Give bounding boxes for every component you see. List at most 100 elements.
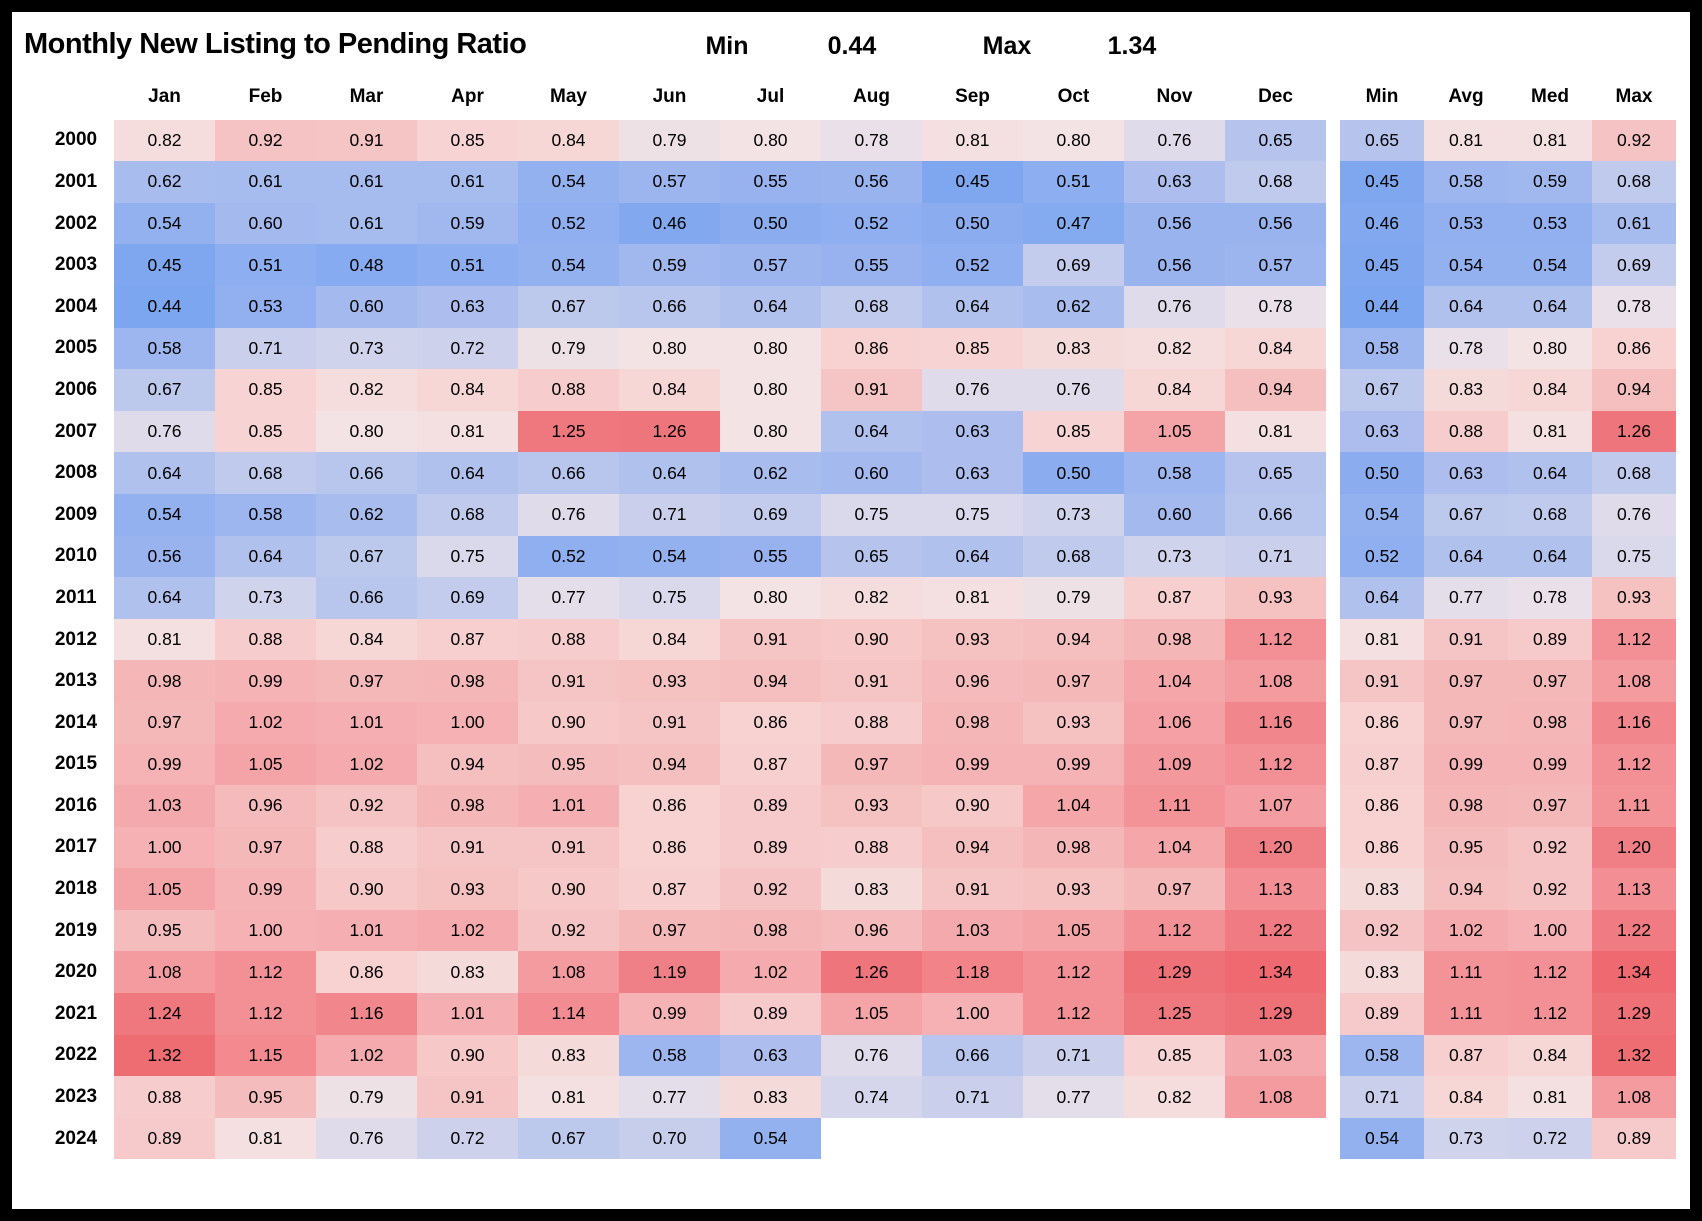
heatmap-cell: 1.02 — [720, 951, 821, 994]
heatmap-cell: 0.69 — [1023, 244, 1124, 286]
column-gap — [1326, 535, 1340, 578]
heatmap-cell: 1.08 — [114, 951, 215, 994]
heatmap-cell: 0.92 — [215, 119, 316, 162]
heatmap-cell: 1.12 — [1023, 993, 1124, 1035]
year-label: 2015 — [54, 753, 98, 775]
month-header-nov: Nov — [1156, 86, 1193, 107]
heatmap-cell: 0.72 — [417, 1117, 518, 1160]
heatmap-cell: 0.60 — [821, 452, 922, 494]
summary-cell: 0.98 — [1424, 785, 1508, 827]
heatmap-cell: 0.50 — [922, 202, 1023, 245]
summary-cell: 0.91 — [1340, 660, 1424, 702]
heatmap-cell: 0.65 — [821, 535, 922, 578]
heatmap-cell: 0.97 — [215, 826, 316, 869]
heatmap-cell: 0.75 — [821, 493, 922, 536]
heatmap-cell: 0.94 — [922, 826, 1023, 869]
summary-cell: 1.26 — [1592, 410, 1676, 453]
heatmap-cell — [821, 1117, 922, 1160]
heatmap-cell: 0.65 — [1225, 119, 1326, 162]
heatmap-cell — [1124, 1117, 1225, 1160]
year-label: 2012 — [54, 628, 98, 650]
heatmap-cell: 0.71 — [922, 1076, 1023, 1118]
heatmap-cell — [1225, 1117, 1326, 1160]
heatmap-cell: 0.93 — [1023, 868, 1124, 910]
heatmap-cell: 0.99 — [215, 660, 316, 702]
summary-cell: 0.53 — [1424, 202, 1508, 245]
heatmap-cell: 0.85 — [922, 327, 1023, 370]
heatmap-cell: 1.02 — [215, 701, 316, 744]
summary-header-med: Med — [1531, 86, 1569, 107]
heatmap-cell: 0.56 — [1124, 244, 1225, 286]
heatmap-cell: 0.64 — [417, 452, 518, 494]
column-gap — [1326, 244, 1340, 286]
summary-cell: 0.69 — [1592, 244, 1676, 286]
summary-cell: 0.58 — [1424, 161, 1508, 203]
heatmap-cell: 1.06 — [1124, 701, 1225, 744]
column-gap — [1326, 369, 1340, 411]
heatmap-cell: 0.85 — [1023, 410, 1124, 453]
heatmap-cell: 1.11 — [1124, 785, 1225, 827]
heatmap-cell: 0.94 — [720, 660, 821, 702]
heatmap-cell: 0.79 — [518, 327, 619, 370]
heatmap-cell: 0.75 — [922, 493, 1023, 536]
heatmap-grid: Jan Feb Mar Apr May Jun Jul Aug Sep Oct Nov Dec Min A… — [38, 78, 1690, 1160]
heatmap-cell: 0.91 — [821, 369, 922, 411]
heatmap-cell: 0.95 — [215, 1076, 316, 1118]
summary-cell: 0.67 — [1424, 493, 1508, 536]
heatmap-cell: 0.90 — [821, 618, 922, 661]
heatmap-cell: 0.85 — [1124, 1034, 1225, 1077]
summary-cell: 0.94 — [1592, 369, 1676, 411]
heatmap-cell: 0.59 — [417, 202, 518, 245]
heatmap-cell: 1.25 — [1124, 993, 1225, 1035]
heatmap-cell: 1.09 — [1124, 743, 1225, 786]
summary-cell: 0.87 — [1424, 1034, 1508, 1077]
heatmap-cell: 0.45 — [114, 244, 215, 286]
heatmap-cell: 0.66 — [316, 452, 417, 494]
summary-header-min: Min — [1365, 86, 1399, 107]
heatmap-cell: 0.68 — [1225, 161, 1326, 203]
heatmap-cell: 0.93 — [417, 868, 518, 910]
overall-min-value: 0.44 — [827, 32, 877, 60]
summary-cell: 0.94 — [1424, 868, 1508, 910]
heatmap-cell: 0.90 — [316, 868, 417, 910]
summary-cell: 0.68 — [1508, 493, 1592, 536]
heatmap-cell: 0.76 — [1023, 369, 1124, 411]
heatmap-cell: 0.82 — [1124, 327, 1225, 370]
heatmap-cell: 0.76 — [518, 493, 619, 536]
heatmap-cell: 0.94 — [619, 743, 720, 786]
heatmap-cell: 0.98 — [1124, 618, 1225, 661]
year-label: 2024 — [54, 1127, 98, 1149]
year-label: 2013 — [54, 670, 98, 692]
month-header-aug: Aug — [853, 86, 890, 107]
heatmap-cell: 0.50 — [720, 202, 821, 245]
heatmap-cell: 0.61 — [417, 161, 518, 203]
heatmap-cell: 0.87 — [1124, 577, 1225, 619]
heatmap-cell: 0.60 — [316, 285, 417, 328]
heatmap-cell: 0.86 — [316, 951, 417, 994]
heatmap-cell: 0.84 — [1124, 369, 1225, 411]
summary-cell: 0.61 — [1592, 202, 1676, 245]
heatmap-cell: 1.12 — [1225, 743, 1326, 786]
heatmap-cell: 0.46 — [619, 202, 720, 245]
heatmap-cell: 1.01 — [316, 701, 417, 744]
column-gap — [1326, 826, 1340, 869]
heatmap-cell: 1.29 — [1124, 951, 1225, 994]
heatmap-cell: 0.53 — [215, 285, 316, 328]
year-label: 2022 — [54, 1044, 98, 1066]
heatmap-cell: 1.12 — [215, 993, 316, 1035]
heatmap-cell: 0.81 — [518, 1076, 619, 1118]
summary-cell: 0.86 — [1340, 701, 1424, 744]
month-header-apr: Apr — [451, 86, 484, 107]
month-header-jul: Jul — [756, 86, 785, 107]
summary-cell: 0.68 — [1592, 161, 1676, 203]
column-gap — [1326, 1034, 1340, 1077]
heatmap-cell: 0.68 — [821, 285, 922, 328]
heatmap-cell: 1.05 — [1023, 909, 1124, 952]
heatmap-cell: 0.91 — [619, 701, 720, 744]
heatmap-cell: 0.57 — [720, 244, 821, 286]
summary-cell: 0.86 — [1340, 826, 1424, 869]
summary-cell: 0.77 — [1424, 577, 1508, 619]
heatmap-cell: 0.84 — [518, 119, 619, 162]
heatmap-cell: 0.48 — [316, 244, 417, 286]
overall-max-value: 1.34 — [1107, 32, 1157, 60]
